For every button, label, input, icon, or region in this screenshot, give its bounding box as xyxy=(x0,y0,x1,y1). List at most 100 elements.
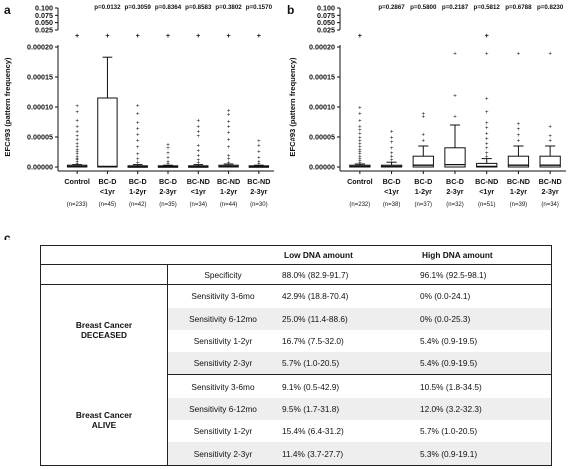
panel-a-outlier-point: + xyxy=(75,141,79,147)
panel-b-x-tick-label-line2: 1-2yr xyxy=(415,187,432,196)
group-title-line1: Breast Cancer xyxy=(75,409,133,420)
panel-b-outlier-point: + xyxy=(390,129,394,135)
panel-a-outlier-point: + xyxy=(136,120,140,126)
panel-b-outlier-point: + xyxy=(517,127,521,133)
panel-b-outlier-point: + xyxy=(358,135,362,141)
panel-a-y-lower-tick-label: 0.00015 xyxy=(27,73,53,82)
panel-b-x-tick-label: BC-ND xyxy=(475,177,498,186)
panel-b-outlier-point: + xyxy=(453,114,457,120)
panel-a-outlier-point: + xyxy=(136,145,140,151)
panel-b-x-tick-label: BC-D xyxy=(383,177,401,186)
panel-a-n-count-label: (n=30) xyxy=(250,202,268,208)
panel-b-outlier-point: + xyxy=(485,141,489,147)
panel-b-p-value-label: p=0.5800 xyxy=(410,4,437,11)
panel-a-outlier-point: + xyxy=(136,152,140,158)
panel-a-outlier-point: + xyxy=(227,125,231,131)
panel-a-x-tick-label: BC-ND xyxy=(217,177,240,186)
panel-a-x-tick-label: BC-D xyxy=(98,177,116,186)
panel-b-outlier-point: + xyxy=(422,138,426,144)
panel-a-outlier-point: + xyxy=(257,139,261,145)
panel-b-n-count-label: (n=232) xyxy=(349,202,370,208)
panel-a-outlier-point: + xyxy=(227,145,231,151)
performance-table: Low DNA amount High DNA amount Specifici… xyxy=(40,245,552,466)
panel-b-y-lower-tick-label: 0.00000 xyxy=(309,163,335,172)
table-header-row: Low DNA amount High DNA amount xyxy=(40,245,552,265)
metric-label: Specificity xyxy=(167,264,278,285)
panel-a-p-value-label: p=0.0132 xyxy=(94,4,121,11)
panel-b-n-count-label: (n=51) xyxy=(478,202,496,208)
panel-b-outlier-point: + xyxy=(358,155,362,161)
panel-a-x-tick-label: BC-ND xyxy=(187,177,210,186)
panel-a-n-count-label: (n=233) xyxy=(67,202,88,208)
header-blank-metric xyxy=(167,245,278,265)
panel-a-outlier-point: + xyxy=(75,156,79,162)
panel-b-p-value-label: p=0.8230 xyxy=(537,4,564,11)
table-row: Sensitivity 1-2yr 16.7% (7.5-32.0) 5.4% … xyxy=(41,330,552,352)
panel-b-outlier-point: + xyxy=(390,135,394,141)
panel-a-outlier-point: + xyxy=(197,161,201,167)
table-row: Sensitivity 6-12mo 25.0% (11.4-88.6) 0% … xyxy=(41,307,552,330)
panel-b-outlier-point: + xyxy=(485,121,489,127)
panel-a-outlier-point: + xyxy=(197,153,201,159)
panel-b-x-tick-label-line2: 2-3yr xyxy=(446,187,463,196)
panel-a-outlier-point: + xyxy=(75,144,79,150)
panel-b-outlier-point: + xyxy=(453,93,457,99)
panel-a-outlier-point: + xyxy=(75,147,79,153)
panel-a-outlier-point: + xyxy=(136,157,140,163)
panel-b-outlier-point: + xyxy=(422,111,426,117)
panel-b-outlier-point: + xyxy=(485,51,489,57)
panel-a-outlier-point: + xyxy=(257,162,261,168)
panel-b-x-tick-label: BC-D xyxy=(414,177,432,186)
panel-letter-a: a xyxy=(4,3,11,17)
panel-b-outlier-point: + xyxy=(517,51,521,57)
low-dna-value: 88.0% (82.9-91.7) xyxy=(278,264,416,285)
panel-a-n-count-label: (n=45) xyxy=(99,202,117,208)
panel-a-outlier-point: + xyxy=(75,160,79,166)
panel-a-upper-outlier-point: + xyxy=(226,31,230,40)
panel-a-outlier-point: + xyxy=(136,104,140,110)
performance-table-panel: Low DNA amount High DNA amount Specifici… xyxy=(40,245,552,466)
panel-a-outlier-point: + xyxy=(75,152,79,158)
panel-b-outlier-point: + xyxy=(358,125,362,131)
panel-b-outlier-point: + xyxy=(517,133,521,139)
table-row: Breast Cancer ALIVE Sensitivity 3-6mo 9.… xyxy=(40,374,552,466)
panel-a-y-upper-tick-label: 0.075 xyxy=(35,11,53,20)
panel-b-outlier-point: + xyxy=(485,146,489,152)
metric-label: Sensitivity 6-12mo xyxy=(167,307,278,330)
panel-a-y-lower-tick-label: 0.00000 xyxy=(27,163,53,172)
panel-a-outlier-point: + xyxy=(166,143,170,149)
box-plot-figure: a bc0.1000.0750.0500.0250.000000.000050.0… xyxy=(3,3,566,240)
panel-b-outlier-point: + xyxy=(358,150,362,156)
panel-a-x-tick-label: Control xyxy=(64,177,90,186)
table-row: Sensitivity 2-3yr 11.4% (3.7-27.7) 5.3% … xyxy=(41,442,552,466)
panel-b-p-value-label: p=0.2187 xyxy=(442,4,469,11)
panel-b-outlier-point: + xyxy=(358,159,362,165)
panel-a-x-tick-label-line2: <1yr xyxy=(191,187,206,196)
table-row: Sensitivity 1-2yr 15.4% (6.4-31.2) 5.7% … xyxy=(41,420,552,442)
panel-a-x-tick-label: BC-D xyxy=(129,177,147,186)
panel-a-outlier-point: + xyxy=(136,111,140,117)
panel-a-outlier-point: + xyxy=(166,162,170,168)
panel-b-outlier-point: + xyxy=(517,122,521,128)
panel-a-outlier-point: + xyxy=(75,125,79,131)
metric-label: Sensitivity 1-2yr xyxy=(193,426,253,437)
panel-b-p-value-label: p=0.2867 xyxy=(378,4,405,11)
panel-a-upper-outlier-point: + xyxy=(75,31,79,40)
panel-a-outlier-point: + xyxy=(75,162,79,168)
panel-b-outlier-point: + xyxy=(453,51,457,57)
panel-a-outlier-point: + xyxy=(197,144,201,150)
panel-a-outlier-point: + xyxy=(75,134,79,140)
panel-b-y-lower-tick-label: 0.00005 xyxy=(309,133,335,142)
group-label-deceased: Breast Cancer DECEASED xyxy=(40,284,168,375)
metric-label: Sensitivity 3-6mo xyxy=(191,291,255,302)
metric-label: Sensitivity 6-12mo xyxy=(167,398,278,421)
metric-label: Sensitivity 2-3yr xyxy=(167,351,278,376)
panel-b-outlier-point: + xyxy=(358,119,362,125)
panel-b-upper-outlier-point: + xyxy=(358,31,362,40)
panel-b-outlier-point: + xyxy=(358,161,362,167)
panel-a-outlier-point: + xyxy=(197,158,201,164)
panel-a-outlier-point: + xyxy=(197,125,201,131)
high-dna-value: 12.0% (3.2-32.3) xyxy=(416,398,552,421)
panel-a-outlier-point: + xyxy=(136,132,140,138)
panel-a-outlier-point: + xyxy=(75,158,79,164)
